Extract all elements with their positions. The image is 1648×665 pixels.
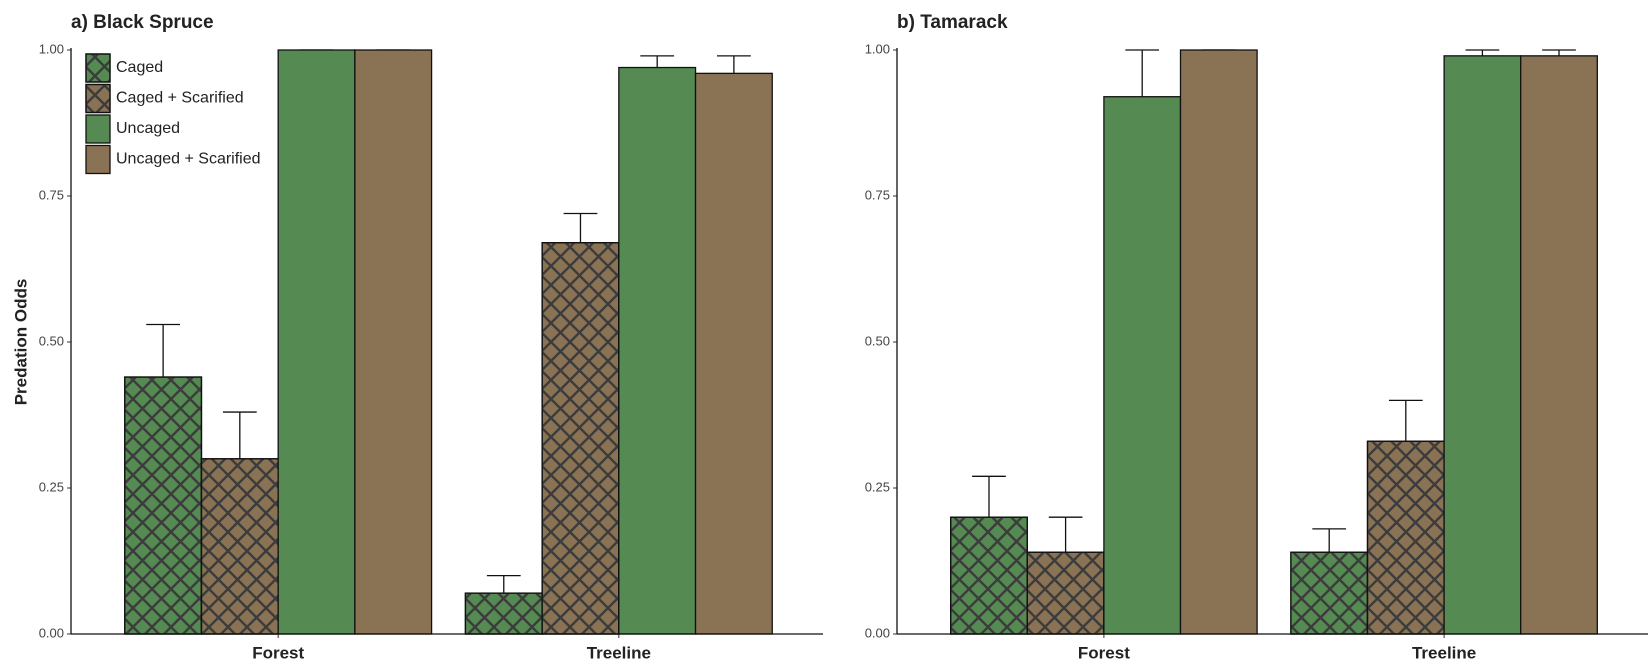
bar <box>1520 55 1598 635</box>
bar-hatch <box>1366 440 1445 635</box>
y-tick-label: 0.25 <box>39 479 64 494</box>
chart-title: a) Black Spruce <box>71 12 214 33</box>
legend-label: Caged + Scarified <box>116 90 244 107</box>
y-axis-label: Predation Odds <box>11 279 30 406</box>
bar <box>1179 49 1258 635</box>
bar <box>277 49 356 635</box>
bar <box>694 72 773 635</box>
y-tick-label: 0.25 <box>865 479 890 494</box>
y-tick-label: 0.75 <box>39 187 64 202</box>
bar <box>354 49 433 635</box>
legend-label: Uncaged + Scarified <box>116 151 261 168</box>
x-tick-label: Treeline <box>1412 643 1476 662</box>
legend-label: Uncaged <box>116 120 180 137</box>
legend-swatch <box>85 114 111 144</box>
bar-hatch <box>200 458 279 635</box>
bar-hatch <box>541 242 620 635</box>
y-tick-label: 1.00 <box>39 41 64 56</box>
x-tick-label: Treeline <box>587 643 651 662</box>
y-tick-label: 0.50 <box>865 333 890 348</box>
bar <box>1103 96 1182 635</box>
legend-hatch <box>85 83 111 114</box>
bar <box>618 66 697 635</box>
bar-hatch <box>124 376 203 635</box>
x-tick-label: Forest <box>252 643 304 662</box>
bar-hatch <box>1026 551 1105 635</box>
bar <box>1443 55 1522 635</box>
bar-hatch <box>464 592 543 635</box>
y-tick-label: 0.00 <box>865 625 890 640</box>
legend-swatch <box>85 144 111 175</box>
bar-hatch <box>950 516 1028 635</box>
bar-hatch <box>1290 551 1369 635</box>
y-tick-label: 0.50 <box>39 333 64 348</box>
legend-label: Caged <box>116 59 163 76</box>
y-tick-label: 0.00 <box>39 625 64 640</box>
y-tick-label: 1.00 <box>865 41 890 56</box>
y-tick-label: 0.75 <box>865 187 890 202</box>
chart-title: b) Tamarack <box>897 12 1008 33</box>
x-tick-label: Forest <box>1078 643 1130 662</box>
legend-hatch <box>85 53 111 83</box>
